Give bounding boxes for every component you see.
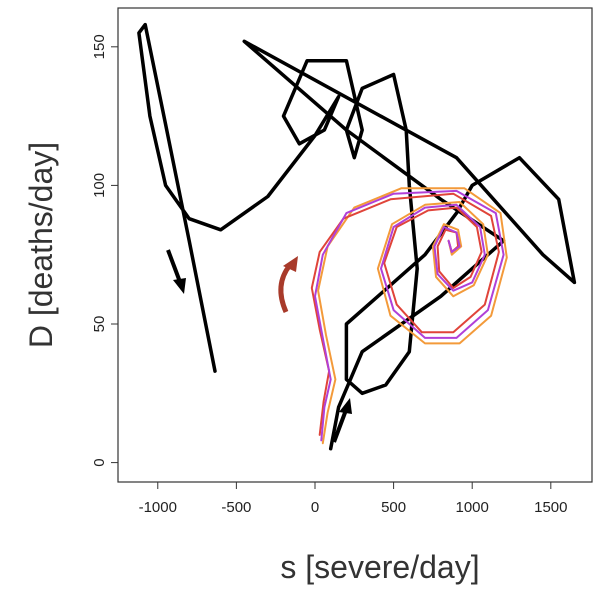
y-tick-label: 50 (91, 316, 108, 333)
x-tick-label: -1000 (139, 499, 177, 516)
y-tick-label: 0 (91, 458, 108, 466)
x-tick-label: 1500 (534, 499, 567, 516)
trajectory (317, 187, 508, 445)
y-tick-label: 150 (91, 34, 108, 59)
trajectory (314, 189, 505, 442)
x-tick-label: 1000 (456, 499, 489, 516)
y-axis-title: D [deaths/day] (23, 142, 59, 348)
plot-frame (117, 7, 593, 483)
x-axis-title: s [severe/day] (280, 549, 479, 585)
x-tick-label: 500 (381, 499, 406, 516)
plot-area (137, 22, 577, 451)
y-tick-label: 100 (91, 173, 108, 198)
trajectory (310, 192, 500, 436)
x-tick-label: 0 (311, 499, 319, 516)
annotation-arrows (166, 249, 352, 443)
trajectory (137, 22, 577, 451)
x-tick-label: -500 (221, 499, 251, 516)
